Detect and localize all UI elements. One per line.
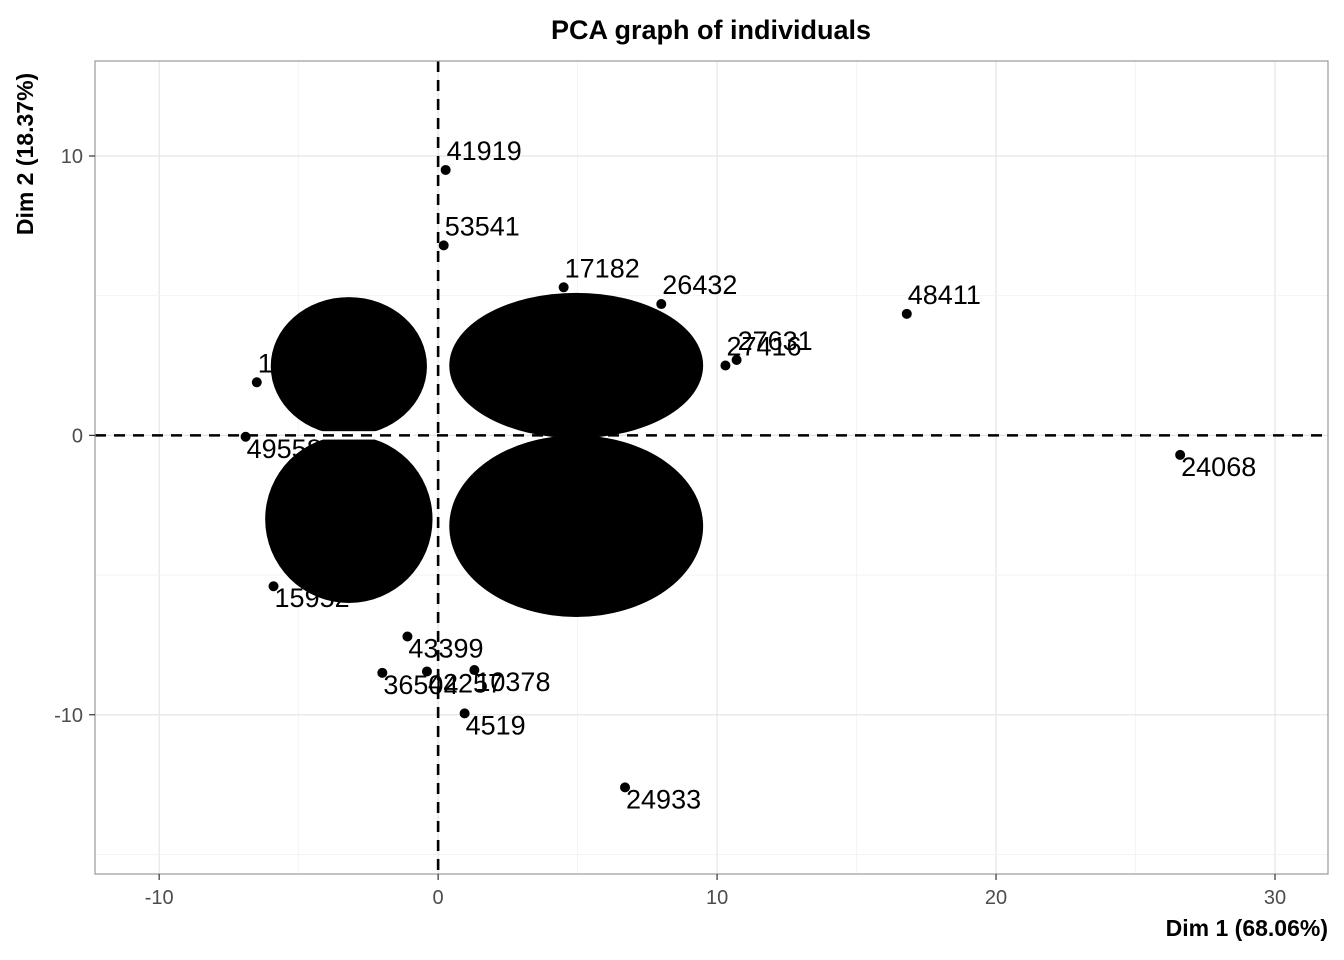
point-label-11964: 11964 <box>258 348 331 378</box>
point-4519 <box>459 708 470 719</box>
y-axis-label: Dim 2 (18.37%) <box>12 73 38 235</box>
point-53541 <box>438 240 449 251</box>
point-label-24933: 24933 <box>626 784 701 814</box>
right-cluster-upper <box>449 292 704 439</box>
point-41919 <box>440 164 451 175</box>
point-label-43399: 43399 <box>408 634 483 664</box>
y-tick-label: 0 <box>72 425 83 447</box>
point-43399 <box>402 631 413 642</box>
reference-lines <box>95 61 1328 874</box>
chart-title: PCA graph of individuals <box>551 15 871 45</box>
cluster-gap-left <box>304 431 414 440</box>
x-tick-label: 0 <box>433 887 444 909</box>
point-label-53541: 53541 <box>445 211 520 241</box>
point-label-42257: 42257 <box>428 668 503 698</box>
panel-border <box>94 60 1329 875</box>
point-label-10378: 10378 <box>475 667 550 697</box>
point-label-15952: 15952 <box>275 583 350 613</box>
left-cluster-lower <box>265 435 433 603</box>
grid <box>95 61 1328 874</box>
point-label-49558: 49558 <box>247 434 322 464</box>
point-label-48411: 48411 <box>908 280 981 310</box>
x-axis-label: Dim 1 (68.06%) <box>1166 915 1328 941</box>
x-tick-label: 20 <box>985 887 1007 909</box>
point-label-27631: 27631 <box>738 326 813 356</box>
y-tick-label: -10 <box>54 705 83 727</box>
axes: -10 0 10 20 30 -10 0 10 <box>54 146 1286 909</box>
x-tick-label: -10 <box>145 887 174 909</box>
point-49558 <box>240 431 251 442</box>
point-label-41919: 41919 <box>447 136 522 166</box>
point-label-26432: 26432 <box>662 270 737 300</box>
point-24933 <box>620 782 631 793</box>
point-48411 <box>901 308 912 319</box>
right-cluster-lower <box>449 435 704 617</box>
point-26432 <box>656 299 667 310</box>
point-36504 <box>377 667 388 678</box>
point-15952 <box>268 581 279 592</box>
point-27416 <box>720 360 731 371</box>
left-cluster-upper <box>270 297 427 436</box>
y-tick-label: 10 <box>61 146 83 168</box>
point-27631 <box>731 354 742 365</box>
point-10378 <box>469 665 480 676</box>
point-24068 <box>1175 449 1186 460</box>
x-tick-label: 10 <box>706 887 728 909</box>
point-label-17182: 17182 <box>565 253 640 283</box>
point-label-4519: 4519 <box>466 710 526 740</box>
point-label-36504: 36504 <box>383 670 458 700</box>
x-tick-label: 30 <box>1264 887 1286 909</box>
points: 4191953541484112406824933451910378365044… <box>240 136 1256 814</box>
point-11964 <box>251 377 262 388</box>
point-cluster <box>265 292 704 617</box>
point-42257 <box>421 666 432 677</box>
point-17182 <box>558 282 569 293</box>
point-label-24068: 24068 <box>1181 452 1256 482</box>
